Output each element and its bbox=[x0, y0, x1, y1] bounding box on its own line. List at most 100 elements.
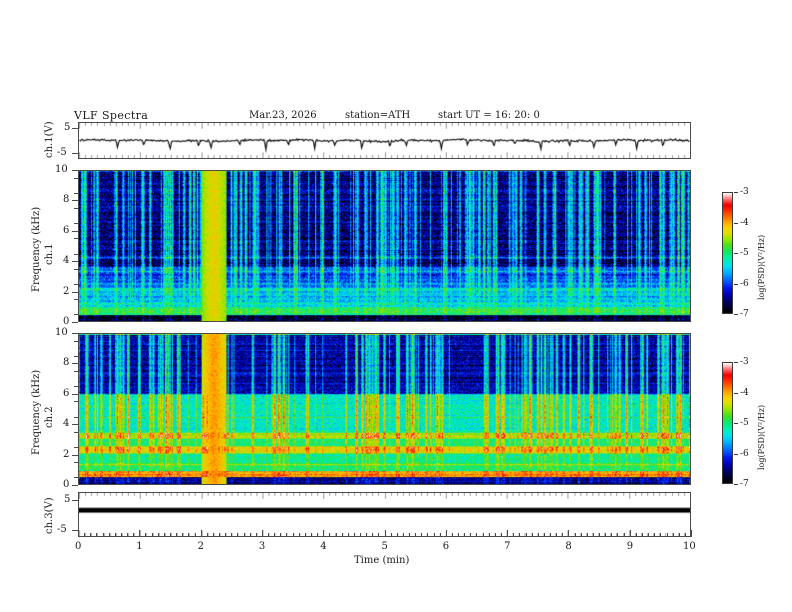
x-tick-minor bbox=[513, 533, 515, 537]
ch3-volt-tick bbox=[72, 500, 78, 501]
x-tick-minor bbox=[335, 533, 337, 537]
x-tick-minor bbox=[261, 530, 263, 537]
x-tick-minor bbox=[543, 533, 545, 537]
x-tick-minor bbox=[360, 533, 361, 537]
x-tick-minor bbox=[433, 533, 435, 537]
x-tick-minor bbox=[409, 533, 410, 537]
ch1-freq-minor bbox=[74, 299, 78, 300]
ch1-frequency-ylabel: Frequency (kHz) bbox=[31, 206, 42, 292]
x-tick-minor bbox=[145, 533, 147, 537]
ch1-volt-label-5: 5 bbox=[64, 122, 71, 133]
x-tick-minor bbox=[660, 533, 662, 537]
x-tick-minor bbox=[470, 533, 472, 537]
x-tick-minor bbox=[108, 533, 110, 537]
ch1-freq-label-8: 8 bbox=[63, 194, 70, 205]
x-tick-minor bbox=[90, 533, 92, 537]
x-tick-minor bbox=[427, 533, 429, 537]
x-axis-label: Time (min) bbox=[354, 555, 410, 566]
x-tick-minor bbox=[654, 533, 656, 537]
ch1-freq-minor bbox=[74, 284, 78, 285]
ch2-freq-minor bbox=[74, 462, 78, 463]
x-tick-minor bbox=[304, 533, 306, 537]
cbar-ch2-label--4: -4 bbox=[740, 388, 749, 398]
cbar-ch2-label: log(PSD)(V²/Hz) bbox=[757, 404, 766, 470]
x-tick-minor bbox=[249, 533, 251, 537]
x-tick-minor bbox=[341, 533, 343, 537]
ch2-freq-tick bbox=[72, 485, 78, 486]
x-tick-minor bbox=[617, 533, 619, 537]
cbar-ch2-label--3: -3 bbox=[740, 357, 749, 367]
x-tick-minor bbox=[568, 530, 570, 537]
x-tick-minor bbox=[182, 533, 184, 537]
ch3-waveform-ylabel: ch.3(V) bbox=[44, 497, 55, 534]
x-tick-minor bbox=[268, 533, 269, 537]
ch2-frequency-ylabel: Frequency (kHz) bbox=[31, 369, 42, 455]
x-tick-minor bbox=[120, 533, 122, 537]
x-tick-minor bbox=[286, 533, 288, 537]
x-tick-minor bbox=[635, 533, 637, 537]
x-tick-minor bbox=[280, 533, 282, 537]
ch1-waveform-trace bbox=[79, 123, 690, 158]
ch1-freq-minor bbox=[74, 208, 78, 209]
ch1-freq-label-4: 4 bbox=[63, 255, 70, 266]
header-date: Mar.23, 2026 bbox=[249, 110, 317, 121]
x-tick-minor bbox=[384, 530, 386, 537]
x-tick-minor bbox=[157, 533, 159, 537]
x-tick-minor bbox=[445, 530, 447, 537]
ch1-freq-tick bbox=[72, 231, 78, 232]
ch2-freq-tick bbox=[72, 455, 78, 456]
x-tick-minor bbox=[519, 533, 521, 537]
x-tick-minor bbox=[599, 533, 600, 537]
x-tick-minor bbox=[501, 533, 502, 537]
x-tick-minor bbox=[188, 533, 190, 537]
cbar-ch1-tick bbox=[734, 223, 738, 224]
x-tick-minor bbox=[494, 533, 496, 537]
ch2-freq-minor bbox=[74, 341, 78, 342]
ch2-freq-minor bbox=[74, 401, 78, 402]
x-tick-minor bbox=[648, 533, 650, 537]
ch1-waveform-panel bbox=[78, 122, 691, 159]
ch2-freq-minor bbox=[74, 356, 78, 357]
cbar-ch1-tick bbox=[734, 192, 738, 193]
x-tick-minor bbox=[550, 533, 551, 537]
ch3-waveform-trace bbox=[79, 493, 690, 536]
header-station: station=ATH bbox=[345, 110, 411, 121]
cbar-ch1-label--3: -3 bbox=[740, 187, 749, 197]
ch1-freq-minor bbox=[74, 193, 78, 194]
cbar-ch2-tick bbox=[734, 454, 738, 455]
x-tick-minor bbox=[439, 533, 441, 537]
x-tick-minor bbox=[562, 533, 564, 537]
x-tick-minor bbox=[488, 533, 490, 537]
x-tick-minor bbox=[672, 533, 674, 537]
x-tick-minor bbox=[574, 533, 576, 537]
x-tick-minor bbox=[537, 533, 539, 537]
x-tick-minor bbox=[243, 533, 245, 537]
x-tick-minor bbox=[102, 533, 104, 537]
x-tick-minor bbox=[623, 533, 625, 537]
ch2-freq-tick bbox=[72, 424, 78, 425]
ch1-freq-tick bbox=[72, 170, 78, 171]
cbar-ch2-label--6: -6 bbox=[740, 449, 749, 459]
cbar-ch2-tick bbox=[734, 393, 738, 394]
x-tick-minor bbox=[421, 533, 423, 537]
x-tick-minor bbox=[415, 533, 417, 537]
x-tick-minor bbox=[458, 533, 460, 537]
x-tick-minor bbox=[225, 533, 227, 537]
cbar-ch2-tick bbox=[734, 484, 738, 485]
ch1-volt-label--5: -5 bbox=[57, 147, 67, 158]
x-tick-minor bbox=[611, 533, 613, 537]
x-tick-minor bbox=[219, 533, 220, 537]
ch2-freq-tick bbox=[72, 363, 78, 364]
ch1-freq-minor bbox=[74, 223, 78, 224]
ch1-freq-tick bbox=[72, 200, 78, 201]
ch1-freq-label-10: 10 bbox=[55, 164, 68, 175]
ch2-freq-minor bbox=[74, 386, 78, 387]
x-tick-minor bbox=[592, 533, 594, 537]
ch2-freq-minor bbox=[74, 432, 78, 433]
x-tick-minor bbox=[292, 533, 294, 537]
x-tick-minor bbox=[366, 533, 368, 537]
x-tick-label-6: 6 bbox=[442, 541, 450, 552]
x-tick-minor bbox=[691, 530, 692, 537]
ch2-freq-label-10: 10 bbox=[55, 327, 68, 338]
x-tick-minor bbox=[580, 533, 582, 537]
